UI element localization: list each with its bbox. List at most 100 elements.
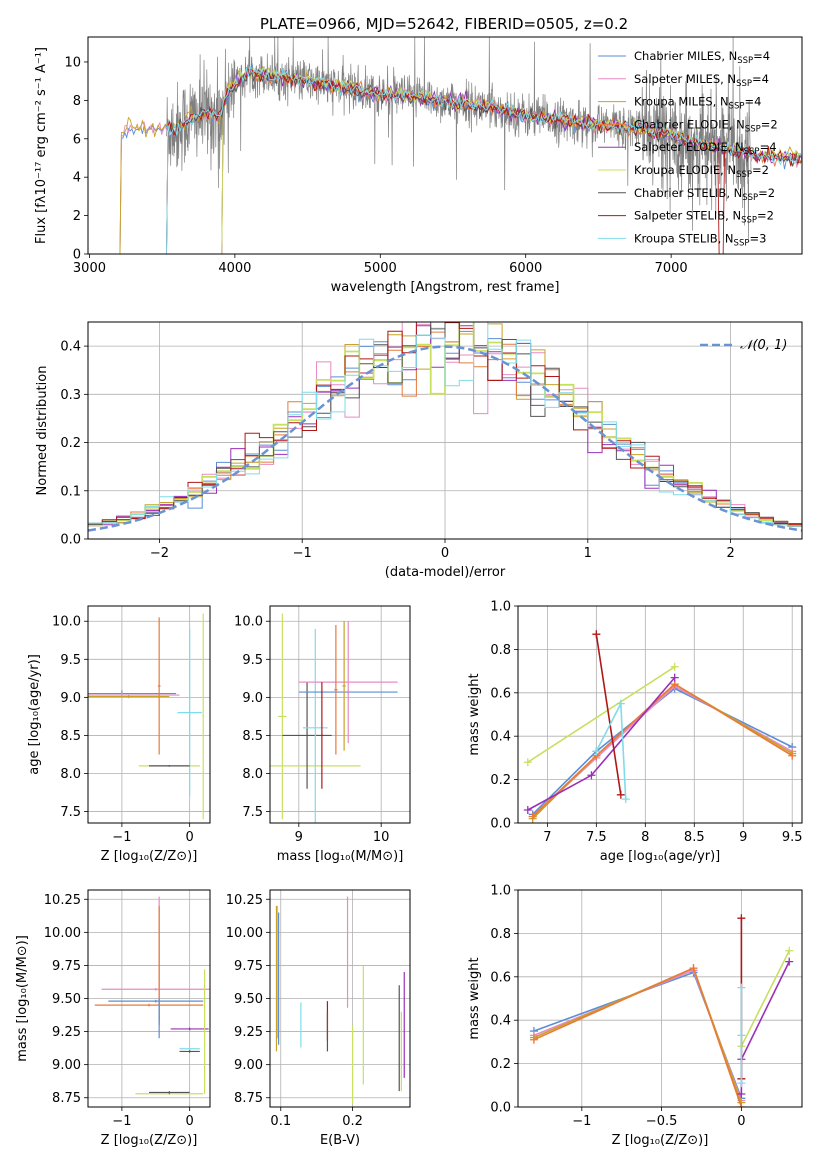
- normal-curve: [88, 345, 802, 532]
- spectrum-legend: Chabrier MILES, NSSP=4 Salpeter MILES, NS…: [598, 49, 778, 248]
- series-point: [616, 699, 625, 708]
- series-line: [595, 634, 622, 795]
- spectrum-xtick-label: 5000: [364, 261, 397, 276]
- series-line: [533, 967, 743, 1103]
- mass_vs_Z-ytick-label: 9.50: [52, 992, 81, 1007]
- age_vs_mass-ytick-label: 10.0: [234, 615, 263, 630]
- massweight_vs_age-ytick-label: 0.4: [490, 730, 511, 745]
- spectrum-ytick-label: 8: [73, 94, 81, 109]
- massweight_vs_Z-ytick-label: 0.0: [490, 1101, 511, 1116]
- legend-entry: Chabrier STELIB, NSSP=2: [634, 186, 775, 203]
- spectrum-plot-area: [119, 37, 802, 254]
- mass_vs_Z-ytick-label: 10.25: [44, 893, 81, 908]
- massweight_vs_Z-plot-area: [529, 914, 794, 1107]
- spectrum-ytick-label: 10: [64, 55, 81, 70]
- residuals-xtick-label: −1: [293, 546, 312, 561]
- mass_vs_Z-ytick-label: 9.75: [52, 959, 81, 974]
- spectrum-ytick-label: 2: [73, 209, 81, 224]
- mass_vs_EBV-ytick-label: 8.75: [234, 1091, 263, 1106]
- massweight_vs_Z-ytick-label: 0.2: [490, 1057, 511, 1072]
- age_vs_mass-ytick-label: 9.0: [242, 691, 263, 706]
- spectrum-frame: [87, 36, 803, 255]
- legend-entry: Salpeter STELIB, NSSP=2: [634, 209, 774, 226]
- massweight_vs_age-xtick-label: 9: [739, 830, 747, 845]
- mass_vs_Z-ytick-label: 10.00: [44, 926, 81, 941]
- mass_vs_Z-panel: −1 0 8.75 9.00 9.25 9.50 9.75 10.00 10.25 Z [log₁…: [15, 889, 211, 1148]
- series-point: [737, 1079, 746, 1088]
- mass_vs_Z-xtick-label: −1: [112, 1114, 131, 1129]
- mass_vs_EBV-ytick-label: 9.25: [234, 1025, 263, 1040]
- massweight_vs_age-xtick-label: 7.5: [586, 830, 607, 845]
- legend-entry: Salpeter ELODIE, NSSP=4: [634, 140, 777, 157]
- mass_vs_EBV-xlabel: E(B-V): [320, 1133, 360, 1148]
- massweight_vs_age-ytick-label: 0.0: [490, 817, 511, 832]
- residuals-ytick-label: 0.0: [60, 533, 81, 548]
- age_vs_Z-xtick-label: 0: [186, 830, 194, 845]
- massweight_vs_Z-xtick-label: 0: [737, 1114, 745, 1129]
- age_vs_Z-frame: [87, 605, 211, 824]
- age_vs_Z-ytick-label: 9.5: [60, 653, 81, 668]
- residuals-ytick-label: 0.1: [60, 484, 81, 499]
- spectrum-ytick-label: 0: [73, 248, 81, 263]
- series-line: [740, 961, 790, 1094]
- massweight_vs_age-ytick-label: 0.2: [490, 773, 511, 788]
- spectrum-ytick-label: 4: [73, 171, 81, 186]
- residuals-xtick-label: 0: [441, 546, 449, 561]
- massweight_vs_age-xtick-label: 8: [641, 830, 649, 845]
- age_vs_Z-xlabel: Z [log₁₀(Z/Z⊙)]: [101, 849, 198, 864]
- series-point: [592, 747, 601, 756]
- massweight_vs_age-xtick-label: 7: [543, 830, 551, 845]
- mass_vs_EBV-plot-area: [275, 896, 405, 1105]
- series-point: [785, 946, 794, 955]
- residuals-xtick-label: −2: [150, 546, 169, 561]
- series-point: [587, 771, 596, 780]
- spectrum-ylabel: Flux [fλ10⁻¹⁷ erg cm⁻² s⁻¹ A⁻¹]: [34, 47, 49, 244]
- massweight_vs_age-ytick-label: 1.0: [490, 600, 511, 615]
- legend-entry: Salpeter MILES, NSSP=4: [634, 72, 769, 89]
- spectrum-xlabel: wavelength [Angstrom, rest frame]: [331, 280, 560, 295]
- age_vs_Z-ylabel: age [log₁₀(age/yr)]: [27, 654, 42, 775]
- series-point: [592, 630, 601, 639]
- residuals-xtick-label: 2: [726, 546, 734, 561]
- age_vs_Z-ytick-label: 10.0: [52, 615, 81, 630]
- age_vs_Z-xtick-label: −1: [112, 830, 131, 845]
- legend-entry: Kroupa ELODIE, NSSP=2: [634, 163, 769, 180]
- age_vs_Z-ytick-label: 7.5: [60, 805, 81, 820]
- spectrum-ytick-label: 6: [73, 132, 81, 147]
- series-line: [532, 683, 793, 820]
- age_vs_Z-ytick-label: 8.0: [60, 767, 81, 782]
- age_vs_Z-ytick-label: 8.5: [60, 729, 81, 744]
- mass_vs_EBV-xtick-label: 0.1: [270, 1114, 291, 1129]
- series-point: [737, 1103, 746, 1107]
- mass_vs_Z-plot-area: [94, 896, 210, 1096]
- series-point: [670, 673, 679, 682]
- series-line: [527, 666, 676, 763]
- age_vs_mass-xlabel: mass [log₁₀(M/M⊙)]: [277, 849, 404, 864]
- series-point: [689, 964, 698, 973]
- age_vs_mass-frame: [269, 605, 411, 824]
- residuals-ytick-label: 0.2: [60, 436, 81, 451]
- massweight_vs_age-ytick-label: 0.6: [490, 686, 511, 701]
- residuals-ylabel: Normed distribution: [35, 366, 50, 496]
- histogram-step: [88, 322, 802, 526]
- spectrum-xtick-label: 7000: [655, 261, 688, 276]
- massweight_vs_age-xlabel: age [log₁₀(age/yr)]: [600, 849, 721, 864]
- spectrum-model-line: [166, 65, 802, 254]
- mass_vs_EBV-ytick-label: 9.50: [234, 992, 263, 1007]
- series-line: [740, 950, 790, 1047]
- massweight_vs_age-xtick-label: 8.5: [684, 830, 705, 845]
- mass_vs_EBV-ytick-label: 10.25: [226, 893, 263, 908]
- massweight_vs_age-panel: 7 7.5 8 8.5 9 9.5 0.0 0.2 0.4 0.6 0.8 1.0 age [log₁₀…: [467, 600, 803, 865]
- massweight_vs_Z-frame: [517, 889, 803, 1108]
- series-line: [533, 969, 743, 1101]
- legend-entry: Kroupa STELIB, NSSP=3: [634, 231, 766, 248]
- age_vs_mass-xtick-label: 9: [295, 830, 303, 845]
- massweight_vs_age-ylabel: mass weight: [467, 673, 482, 755]
- histogram-step: [88, 322, 802, 527]
- massweight_vs_Z-ytick-label: 1.0: [490, 884, 511, 899]
- mass_vs_EBV-ytick-label: 9.75: [234, 959, 263, 974]
- series-point: [528, 812, 537, 821]
- age_vs_mass-panel: 9 10 7.5 8.0 8.5 9.0 9.5 10.0 mass [log₁₀(M/M⊙)]: [234, 605, 411, 864]
- series-point: [523, 758, 532, 767]
- age_vs_mass-ytick-label: 8.0: [242, 767, 263, 782]
